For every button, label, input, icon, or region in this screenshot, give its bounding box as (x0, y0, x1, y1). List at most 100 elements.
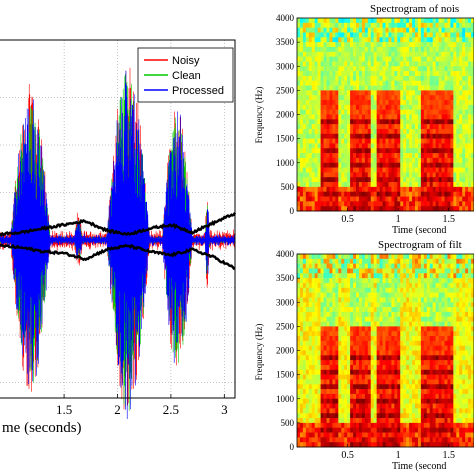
spectrogram-cell (311, 157, 315, 164)
spectrogram-cell (468, 42, 472, 48)
spectrogram-cell (305, 61, 310, 67)
spectrogram-cell (367, 379, 372, 385)
spectrogram-cell (367, 32, 372, 38)
spectrogram-cell (447, 157, 451, 164)
spectrogram-cell (382, 172, 386, 178)
spectrogram-cell (388, 432, 392, 438)
spectrogram-cell (356, 71, 360, 77)
spectrogram-cell (468, 311, 472, 318)
spectrogram-cell (379, 196, 383, 202)
spectrogram-cell (361, 437, 366, 443)
spectrogram-cell (329, 369, 333, 375)
spectrogram-cell (426, 331, 431, 337)
spectrogram-cell (400, 27, 404, 33)
spectrogram-cell (341, 37, 345, 43)
spectrogram-cell (353, 191, 357, 197)
spectrogram-cell (412, 413, 416, 419)
spectrogram-cell (444, 345, 448, 351)
spectrogram-cell (465, 398, 469, 404)
spectrogram-cell (441, 32, 445, 38)
spectrogram-cell (456, 114, 460, 120)
spectrogram-cell (323, 51, 327, 57)
spectrogram-cell (459, 254, 463, 260)
spectrogram-cell (367, 268, 372, 274)
spectrogram-cell (409, 61, 413, 67)
spectrogram-cell (341, 182, 345, 188)
spectrogram-cell (435, 18, 439, 24)
spectrogram-cell (468, 403, 472, 409)
spectrogram-cell (391, 263, 395, 269)
spectrogram-cell (323, 302, 327, 308)
spectrogram-cell (356, 369, 360, 375)
spectrogram-cell (379, 398, 383, 404)
spectrogram-cell (379, 432, 383, 438)
spectrogram-cell (459, 292, 463, 298)
spectrogram-cell (297, 384, 301, 390)
spectrogram-cell (417, 263, 422, 269)
spectrogram-cell (412, 42, 416, 48)
spectrogram-cell (406, 340, 410, 346)
spectrogram-cell (394, 85, 398, 91)
spectrogram-cell (326, 287, 330, 293)
spectrogram-cell (358, 369, 363, 375)
spectrogram-cell (338, 398, 342, 404)
spectrogram-cell (361, 32, 366, 38)
spectrogram-cell (335, 268, 339, 274)
spectrogram-cell (297, 268, 301, 274)
spectrogram-cell (356, 437, 360, 443)
spectrogram-cell (447, 177, 451, 183)
spectrogram-cell (435, 27, 439, 33)
spectrogram-cell (400, 148, 404, 154)
spectrogram-cell (409, 157, 413, 164)
spectrogram-cell (456, 340, 460, 346)
spectrogram-cell (450, 418, 454, 424)
spectrogram-cell (417, 442, 422, 448)
spectrogram-cell (379, 148, 383, 154)
spectrogram-cell (299, 364, 304, 371)
spectrogram-cell (391, 109, 395, 115)
spectrogram-cell (462, 85, 466, 91)
spectrogram-cell (358, 85, 363, 91)
spectrogram-cell (311, 133, 315, 139)
spectrogram-cell (417, 162, 422, 168)
spectrogram-cell (403, 268, 407, 274)
spectrogram-cell (332, 282, 336, 289)
spectrogram-cell (367, 61, 372, 67)
spectrogram-cell (302, 167, 307, 173)
spectrogram-cell (326, 27, 330, 33)
spectrogram-cell (367, 206, 372, 212)
spectrogram-cell (350, 398, 354, 404)
spectrogram-cell (394, 201, 398, 207)
spectrogram-cell (350, 71, 354, 77)
spectrogram-cell (338, 128, 342, 135)
spectrogram-cell (459, 408, 463, 414)
spectrogram-cell (350, 355, 354, 361)
spectrogram-y-tick-label: 1500 (276, 370, 295, 380)
spectrogram-cell (471, 172, 474, 178)
spectrogram-cell (388, 95, 392, 101)
spectrogram-cell (379, 95, 383, 101)
spectrogram-cell (326, 109, 330, 115)
spectrogram-cell (444, 316, 448, 322)
spectrogram-cell (403, 90, 407, 96)
spectrogram-cell (297, 258, 301, 264)
spectrogram-cell (314, 46, 318, 53)
spectrogram-cell (385, 162, 389, 168)
spectrogram-cell (332, 148, 336, 154)
spectrogram-cell (394, 321, 398, 327)
spectrogram-cell (376, 95, 380, 101)
spectrogram-cell (459, 143, 463, 149)
spectrogram-cell (397, 268, 401, 274)
spectrogram-cell (353, 177, 357, 183)
spectrogram-cell (400, 186, 404, 193)
spectrogram-cell (417, 80, 422, 86)
spectrogram-cell (344, 157, 348, 164)
spectrogram-cell (338, 37, 342, 43)
spectrogram-cell (459, 172, 463, 178)
spectrogram-cell (447, 90, 451, 96)
spectrogram-cell (317, 46, 321, 53)
spectrogram-cell (367, 85, 372, 91)
spectrogram-cell (326, 32, 330, 38)
spectrogram-cell (356, 326, 360, 332)
spectrogram-cell (364, 398, 369, 404)
